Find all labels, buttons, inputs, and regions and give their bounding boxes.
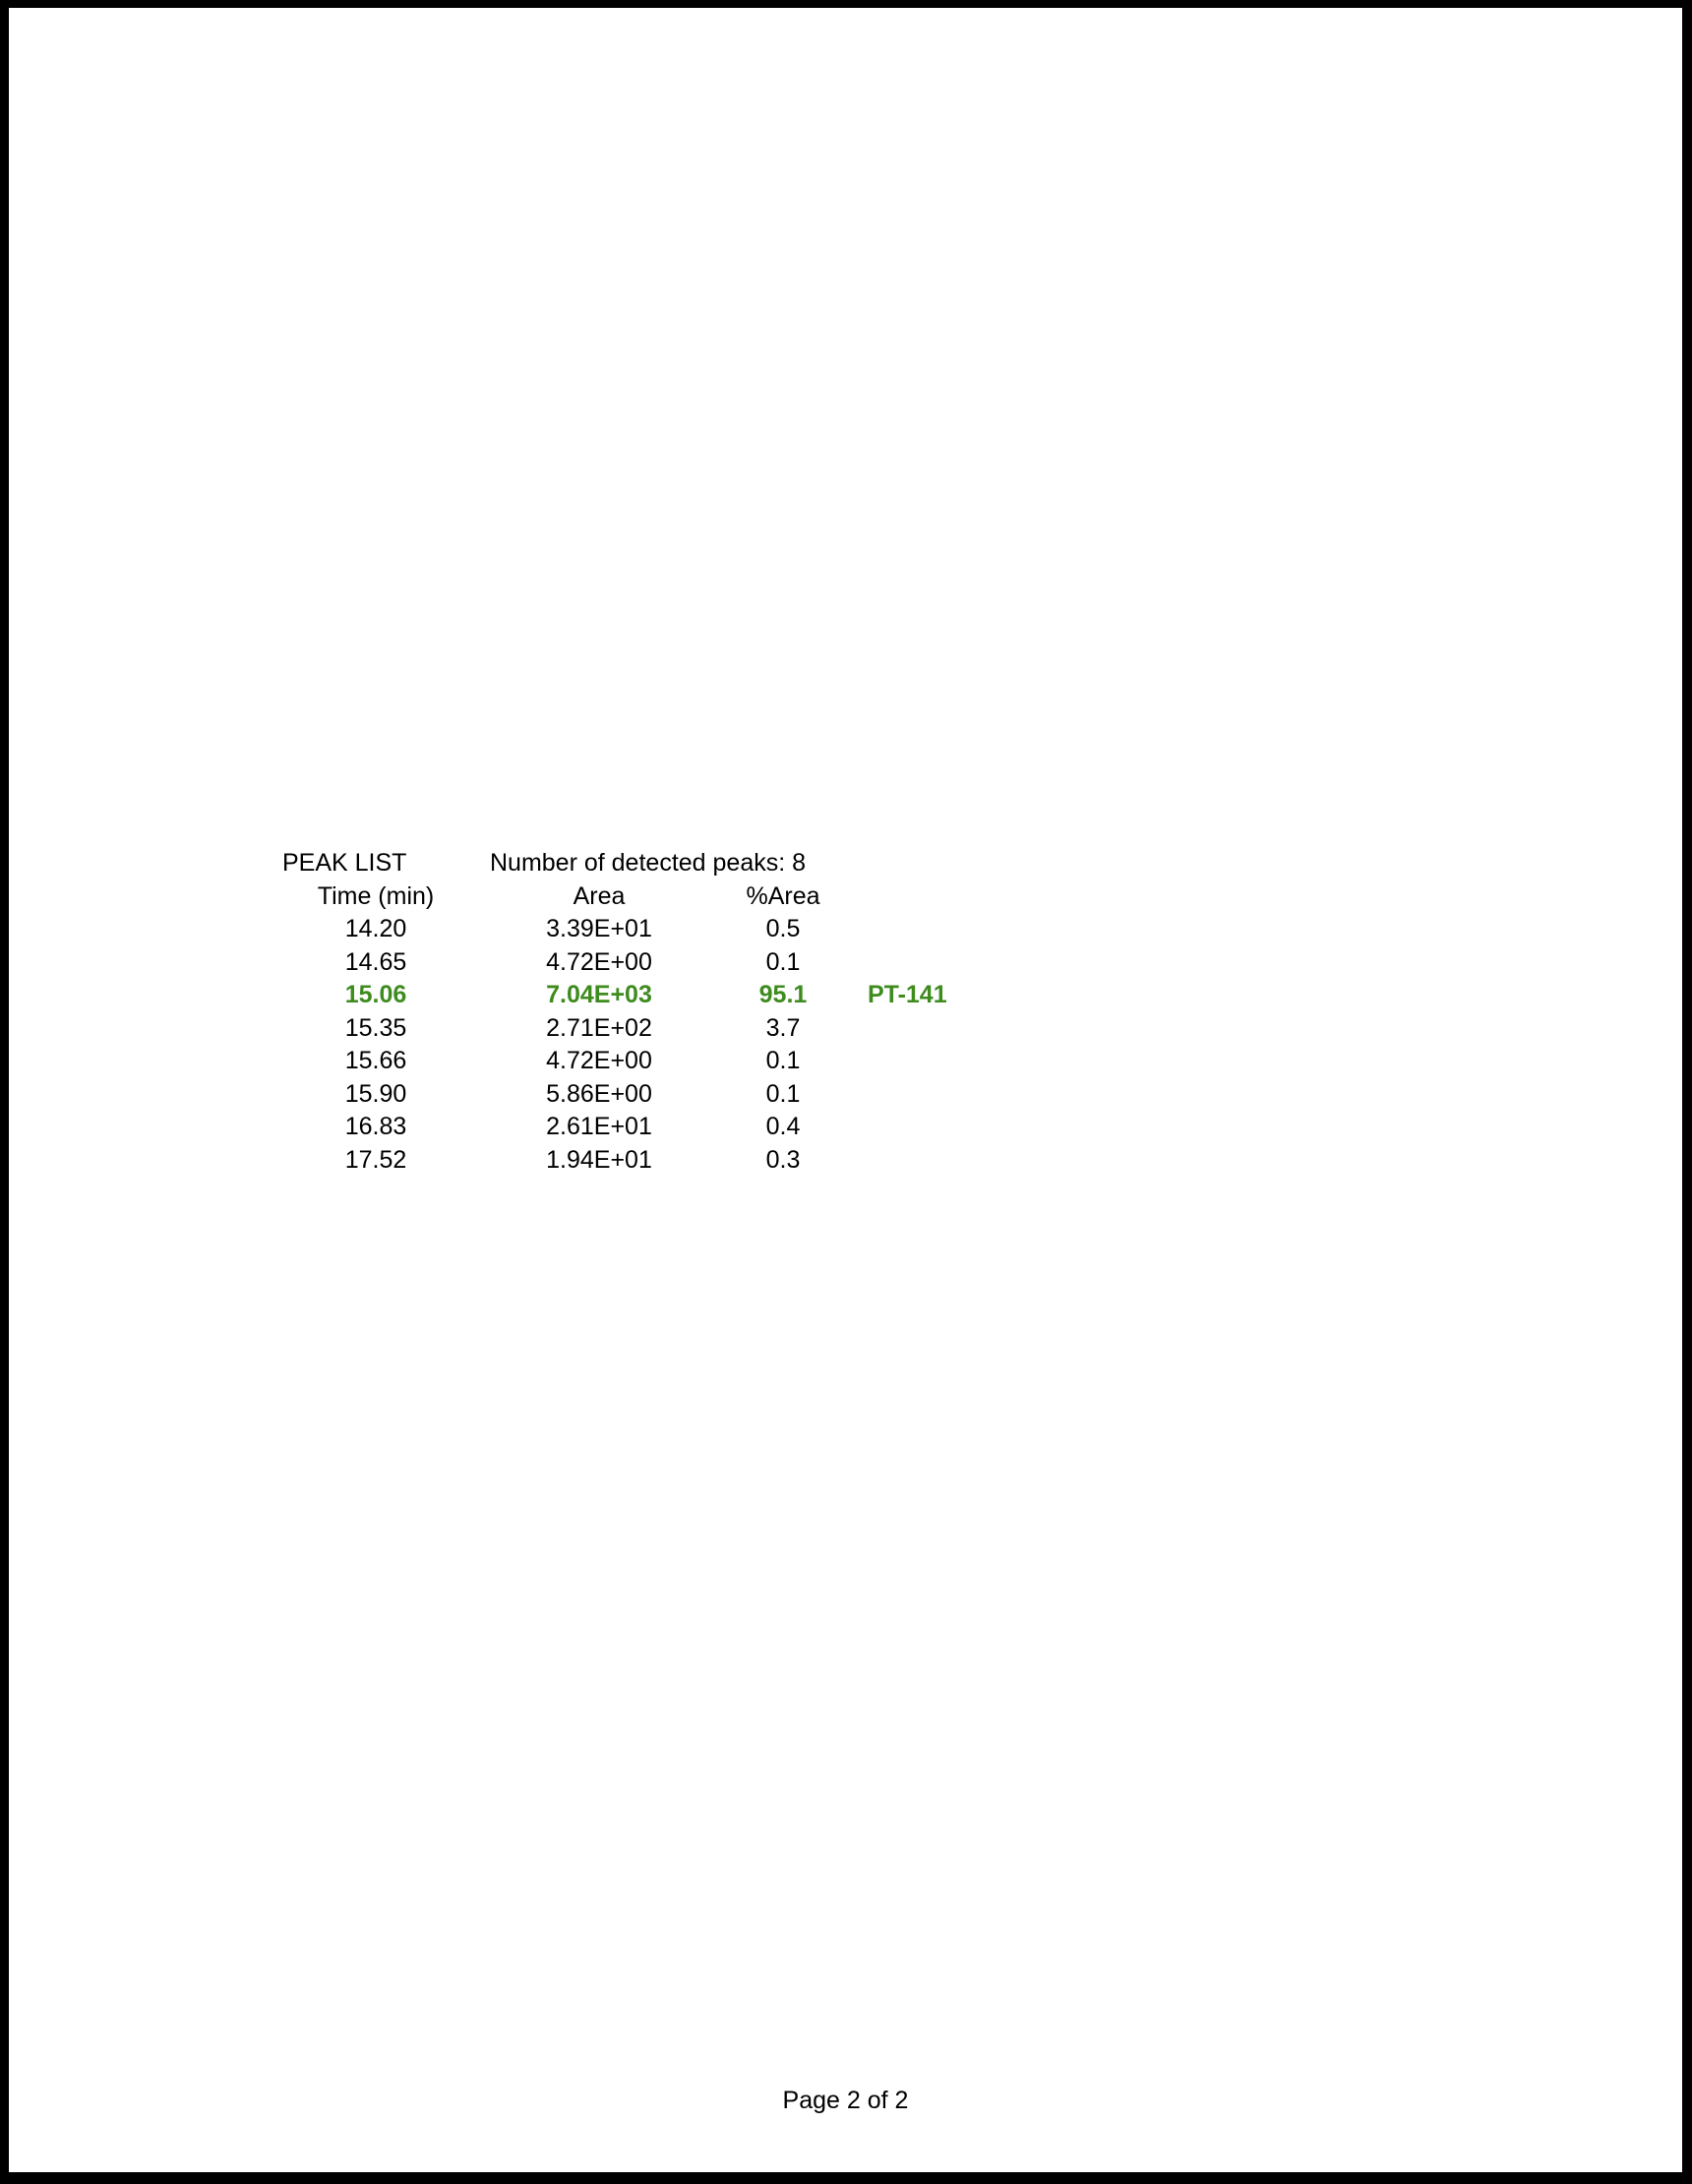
peak-pct-area-value: 0.4 (765, 1113, 801, 1140)
peak-time-value: 15.06 (344, 981, 407, 1008)
peak-area-value: 4.72E+00 (546, 1047, 652, 1074)
peak-label (837, 1012, 991, 1046)
peak-label (837, 1144, 991, 1178)
peak-pct-area-value: 0.1 (765, 1079, 801, 1108)
peak-pct-area-value: 0.1 (765, 947, 801, 976)
peak-row: 15.35 2.71E+02 3.7 (282, 1012, 991, 1046)
peak-time-value: 14.65 (344, 947, 407, 976)
peak-time-value: 17.52 (344, 1145, 407, 1174)
peak-area-value: 7.04E+03 (546, 981, 652, 1008)
peak-area-value: 2.71E+02 (546, 1013, 652, 1042)
peak-list-section: PEAK LIST Number of detected peaks: 8 Ti… (282, 847, 991, 1177)
peak-label (837, 913, 991, 946)
peak-area-value: 4.72E+00 (546, 947, 652, 976)
peak-time-value: 15.66 (344, 1047, 407, 1074)
peak-label (837, 946, 991, 980)
peak-area-value: 5.86E+00 (546, 1079, 652, 1108)
peak-row: 15.90 5.86E+00 0.1 (282, 1078, 991, 1112)
peak-table-column-headers: Time (min) Area %Area (282, 880, 991, 914)
peak-time-value: 16.83 (344, 1113, 407, 1140)
peak-list-header-line: PEAK LIST Number of detected peaks: 8 (282, 847, 991, 880)
report-page: PEAK LIST Number of detected peaks: 8 Ti… (9, 8, 1682, 2172)
peak-time-value: 15.35 (344, 1013, 407, 1042)
peak-row: 17.52 1.94E+01 0.3 (282, 1144, 991, 1178)
column-header-label-spacer (837, 880, 991, 914)
peak-pct-area-value: 95.1 (758, 981, 808, 1008)
peak-pct-area-value: 0.1 (765, 1047, 801, 1074)
peak-label (837, 1111, 991, 1144)
page-number: Page 2 of 2 (782, 2087, 909, 2114)
peak-area-value: 3.39E+01 (546, 915, 652, 942)
peak-time-value: 14.20 (344, 915, 407, 942)
peak-row: 14.65 4.72E+00 0.1 (282, 946, 991, 980)
peak-row: 15.66 4.72E+00 0.1 (282, 1045, 991, 1078)
peak-pct-area-value: 0.5 (765, 915, 801, 942)
peak-row: 14.20 3.39E+01 0.5 (282, 913, 991, 946)
page-footer: Page 2 of 2 (9, 2084, 1682, 2117)
peak-label (837, 1045, 991, 1078)
column-header-pct-area: %Area (746, 881, 820, 910)
peak-row: 16.83 2.61E+01 0.4 (282, 1111, 991, 1144)
column-header-time: Time (min) (317, 881, 435, 910)
peak-time-value: 15.90 (344, 1079, 407, 1108)
peak-pct-area-value: 3.7 (765, 1013, 801, 1042)
peak-label (837, 1078, 991, 1112)
peak-label: PT-141 (868, 981, 947, 1008)
column-header-area: Area (573, 881, 626, 910)
peak-row: 15.06 7.04E+03 95.1 PT-141 (282, 979, 991, 1012)
peak-area-value: 1.94E+01 (546, 1145, 652, 1174)
peak-pct-area-value: 0.3 (765, 1145, 801, 1174)
peak-area-value: 2.61E+01 (546, 1113, 652, 1140)
detected-peaks-summary: Number of detected peaks: 8 (490, 849, 807, 877)
peak-list-title: PEAK LIST (282, 849, 407, 877)
